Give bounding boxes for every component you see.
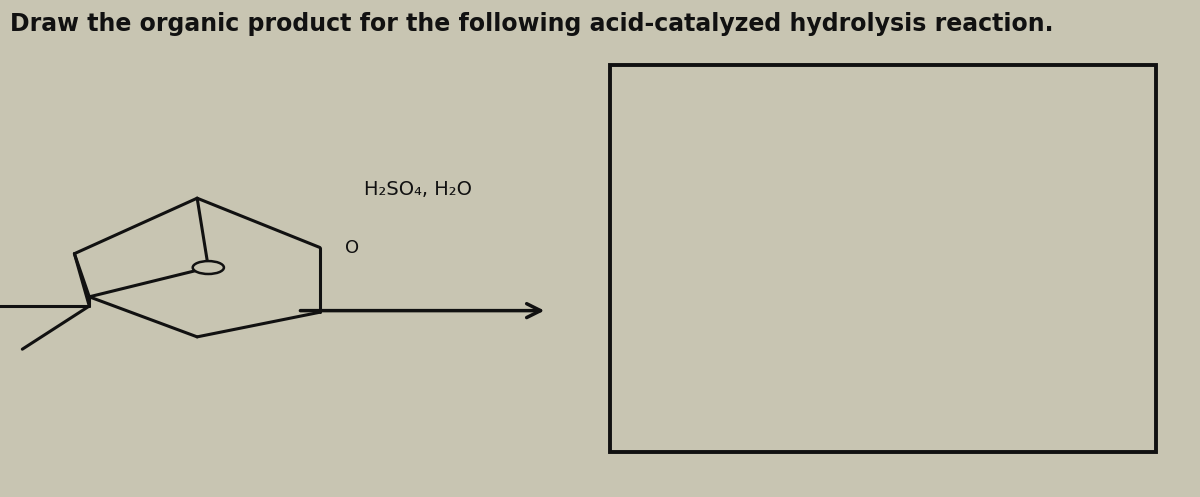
Text: H₂SO₄, H₂O: H₂SO₄, H₂O <box>364 180 472 199</box>
Circle shape <box>193 261 224 274</box>
Text: O: O <box>344 239 359 256</box>
Text: Draw the organic product for the following acid-catalyzed hydrolysis reaction.: Draw the organic product for the followi… <box>10 12 1054 36</box>
